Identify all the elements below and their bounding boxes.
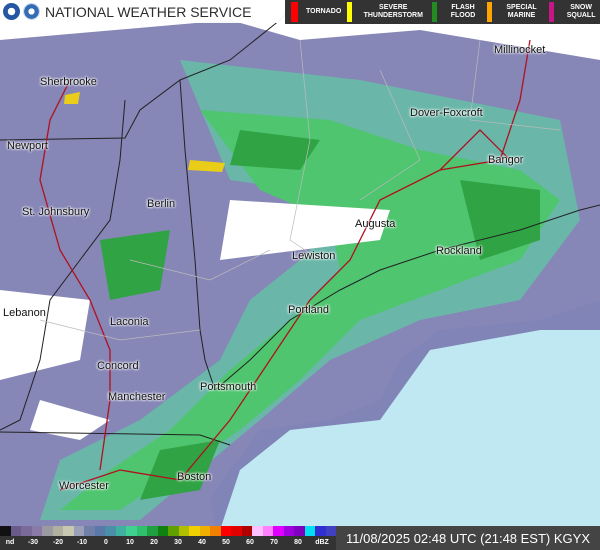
header: NATIONAL WEATHER SERVICE <box>0 0 285 23</box>
scale-swatch <box>94 526 105 536</box>
scale-swatch <box>52 526 63 536</box>
city-label: St. Johnsbury <box>22 206 90 218</box>
reflectivity-legend: nd -30 -20 -10 0 10 20 30 40 50 60 70 80 dBZ <box>0 526 336 550</box>
scale-swatch <box>10 526 21 536</box>
scale-tick: -20 <box>52 539 64 546</box>
county-lines <box>39 39 561 341</box>
scale-tick: -10 <box>76 539 88 546</box>
warning-label: SPECIAL MARINE <box>506 4 537 19</box>
scale-swatch <box>21 526 32 536</box>
warning-item: SEVERE THUNDERSTORM <box>347 2 426 22</box>
scale-swatch <box>273 526 284 536</box>
scale-swatch <box>199 526 210 536</box>
city-label: Laconia <box>110 316 149 328</box>
warning-item: SPECIAL MARINE <box>486 2 543 22</box>
scale-tick: 20 <box>150 539 158 546</box>
state-border-nh-me <box>179 79 216 391</box>
scale-ticks: nd -30 -20 -10 0 10 20 30 40 50 60 70 80 dBZ <box>0 536 336 550</box>
scale-tick: 40 <box>198 539 206 546</box>
scale-swatch <box>126 526 137 536</box>
scale-swatch <box>241 526 252 536</box>
warning-swatch <box>486 2 492 22</box>
warning-swatch <box>291 2 298 22</box>
radar-echoes <box>0 20 600 530</box>
city-label: Newport <box>7 140 48 152</box>
scale-tick: 0 <box>104 539 108 546</box>
scale-swatch <box>157 526 168 536</box>
scale-tick: 80 <box>294 539 302 546</box>
warning-item: SNOW SQUALL <box>549 2 600 22</box>
warning-legend: TORNADO SEVERE THUNDERSTORM FLASH FLOOD SPE… <box>285 0 600 24</box>
scale-swatch <box>294 526 305 536</box>
color-scale <box>0 526 336 536</box>
scale-swatch <box>0 526 11 536</box>
warning-swatch <box>347 2 353 22</box>
timestamp: 11/08/2025 02:48 UTC (21:48 EST) KGYX <box>336 526 600 550</box>
scale-swatch <box>73 526 84 536</box>
city-label: Portsmouth <box>200 381 257 393</box>
scale-swatch <box>168 526 179 536</box>
city-label: Sherbrooke <box>40 76 97 88</box>
scale-swatch <box>63 526 74 536</box>
scale-tick: 50 <box>222 539 230 546</box>
scale-swatch <box>210 526 221 536</box>
scale-swatch <box>178 526 189 536</box>
scale-tick: nd <box>5 539 15 546</box>
city-label: Bangor <box>488 154 524 166</box>
scale-swatch <box>315 526 326 536</box>
warning-label: FLASH FLOOD <box>450 4 476 19</box>
warning-swatch <box>549 2 555 22</box>
scale-tick: dBZ <box>315 539 329 546</box>
scale-swatch <box>325 526 336 536</box>
scale-swatch <box>283 526 294 536</box>
scale-swatch <box>189 526 200 536</box>
city-label: Boston <box>177 471 212 483</box>
nws-logo <box>23 3 40 20</box>
warning-item: TORNADO <box>291 2 341 22</box>
scale-tick: 30 <box>174 539 182 546</box>
city-label: Augusta <box>355 218 396 230</box>
scale-swatch <box>84 526 95 536</box>
scale-swatch <box>262 526 273 536</box>
page-title: NATIONAL WEATHER SERVICE <box>45 3 252 20</box>
coast <box>214 204 600 391</box>
scale-swatch <box>31 526 42 536</box>
city-label: Millinocket <box>494 44 546 56</box>
city-label: Lewiston <box>292 250 336 262</box>
city-label: Berlin <box>147 198 176 210</box>
warning-swatch <box>432 2 438 22</box>
warning-item: FLASH FLOOD <box>432 2 481 22</box>
ocean <box>210 300 600 550</box>
city-label: Lebanon <box>3 307 46 319</box>
city-label: Worcester <box>59 480 109 492</box>
warning-label: TORNADO <box>306 8 342 15</box>
scale-swatch <box>147 526 158 536</box>
state-border-vt-nh <box>0 99 126 431</box>
noaa-logo <box>3 3 20 20</box>
highways <box>39 39 531 491</box>
scale-swatch <box>136 526 147 536</box>
warning-label: SNOW SQUALL <box>566 4 596 19</box>
scale-swatch <box>105 526 116 536</box>
scale-swatch <box>252 526 263 536</box>
scale-swatch <box>115 526 126 536</box>
city-label: Dover-Foxcroft <box>410 107 483 119</box>
city-label: Manchester <box>108 391 166 403</box>
city-label: Concord <box>97 360 139 372</box>
city-label: Portland <box>288 304 329 316</box>
scale-swatch <box>42 526 53 536</box>
scale-swatch <box>231 526 242 536</box>
scale-tick: 10 <box>126 539 134 546</box>
scale-tick: 60 <box>246 539 254 546</box>
ma-border <box>0 431 231 446</box>
scale-swatch <box>220 526 231 536</box>
scale-swatch <box>304 526 315 536</box>
warning-label: SEVERE THUNDERSTORM <box>363 4 423 19</box>
city-label: Rockland <box>436 245 482 257</box>
scale-tick: -30 <box>27 539 39 546</box>
scale-tick: 70 <box>270 539 278 546</box>
